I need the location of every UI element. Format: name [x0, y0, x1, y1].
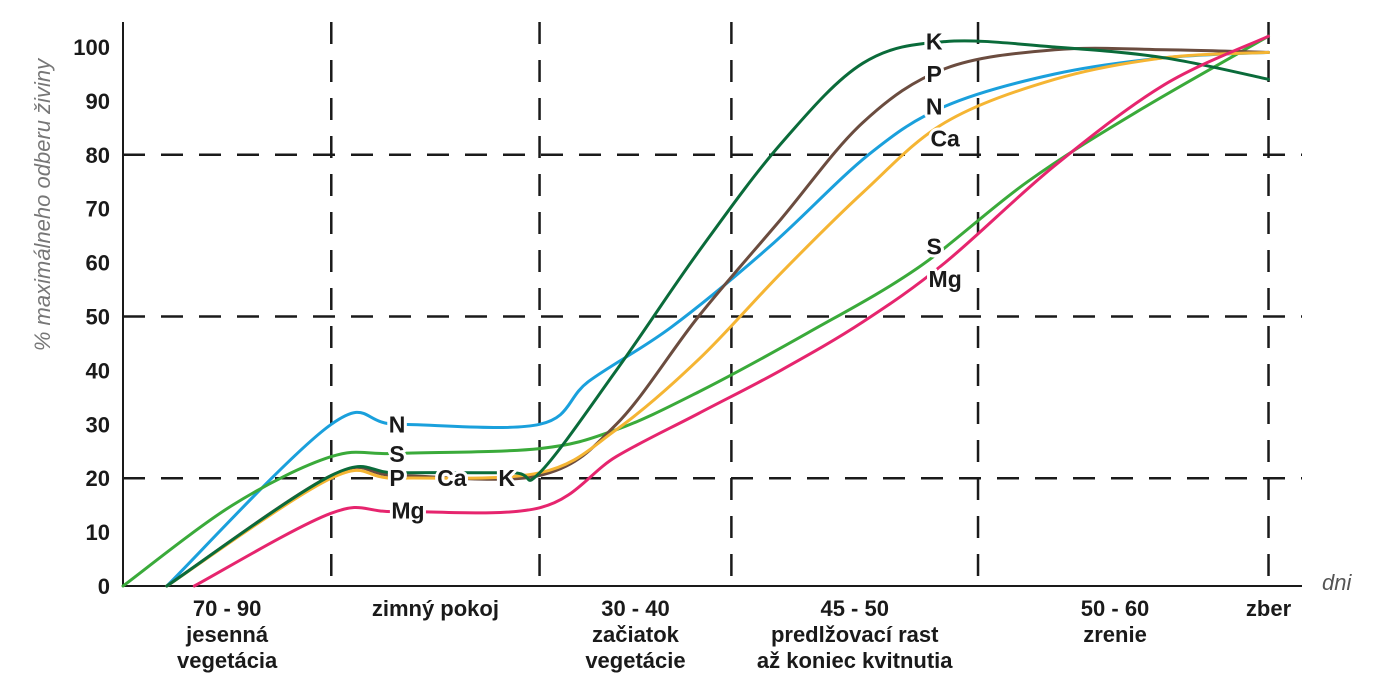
x-category-label: 45 - 50 predlžovací rast až koniec kvitnut…: [757, 596, 953, 673]
series-label-k: K: [498, 465, 515, 491]
series-label-ca: Ca: [437, 465, 467, 491]
series-label-s: S: [389, 441, 404, 467]
x-category-label: zimný pokoj: [372, 596, 499, 621]
x-category-label: zber: [1246, 596, 1292, 621]
y-axis-label: % maximálneho odberu živiny: [30, 57, 55, 351]
x-category-labels: 70 - 90 jesenná vegetácia zimný pokoj 30 - 4…: [177, 596, 1292, 673]
grid-lines: [123, 22, 1302, 586]
axes: [122, 22, 1302, 587]
y-tick-label: 30: [86, 412, 110, 437]
y-tick-label: 10: [86, 520, 110, 545]
series-line-p: [165, 46, 1270, 588]
series-line-k: [165, 39, 1270, 588]
series-label-p: P: [927, 61, 942, 87]
series-label-mg: Mg: [929, 266, 962, 292]
y-tick-label: 20: [86, 466, 110, 491]
series-label-p: P: [389, 465, 404, 491]
series-label-ca: Ca: [930, 126, 960, 152]
x-category-label: 50 - 60 zrenie: [1081, 596, 1150, 647]
series-label-mg: Mg: [391, 498, 424, 524]
x-category-label: 30 - 40 začiatok vegetácie: [585, 596, 685, 673]
series-line-s: [121, 34, 1270, 588]
x-category-label: 70 - 90 jesenná vegetácia: [177, 596, 278, 673]
y-tick-label: 70: [86, 197, 110, 222]
series-label-n: N: [389, 411, 406, 437]
y-tick-labels: 0 10 20 30 40 50 60 70 80 90 100: [73, 35, 110, 599]
y-tick-label: 100: [73, 35, 110, 60]
series-label-s: S: [927, 233, 942, 259]
series-curves: [121, 34, 1270, 588]
y-tick-label: 90: [86, 89, 110, 114]
y-tick-label: 0: [98, 574, 110, 599]
y-tick-label: 50: [86, 305, 110, 330]
series-label-k: K: [926, 29, 943, 55]
x-axis-label: dni: [1322, 570, 1352, 595]
y-tick-label: 80: [86, 143, 110, 168]
y-tick-label: 60: [86, 251, 110, 276]
y-tick-label: 40: [86, 358, 110, 383]
series-line-mg: [192, 34, 1270, 588]
series-line-n: [165, 50, 1270, 588]
series-line-ca: [165, 50, 1270, 588]
series-label-n: N: [926, 93, 943, 119]
